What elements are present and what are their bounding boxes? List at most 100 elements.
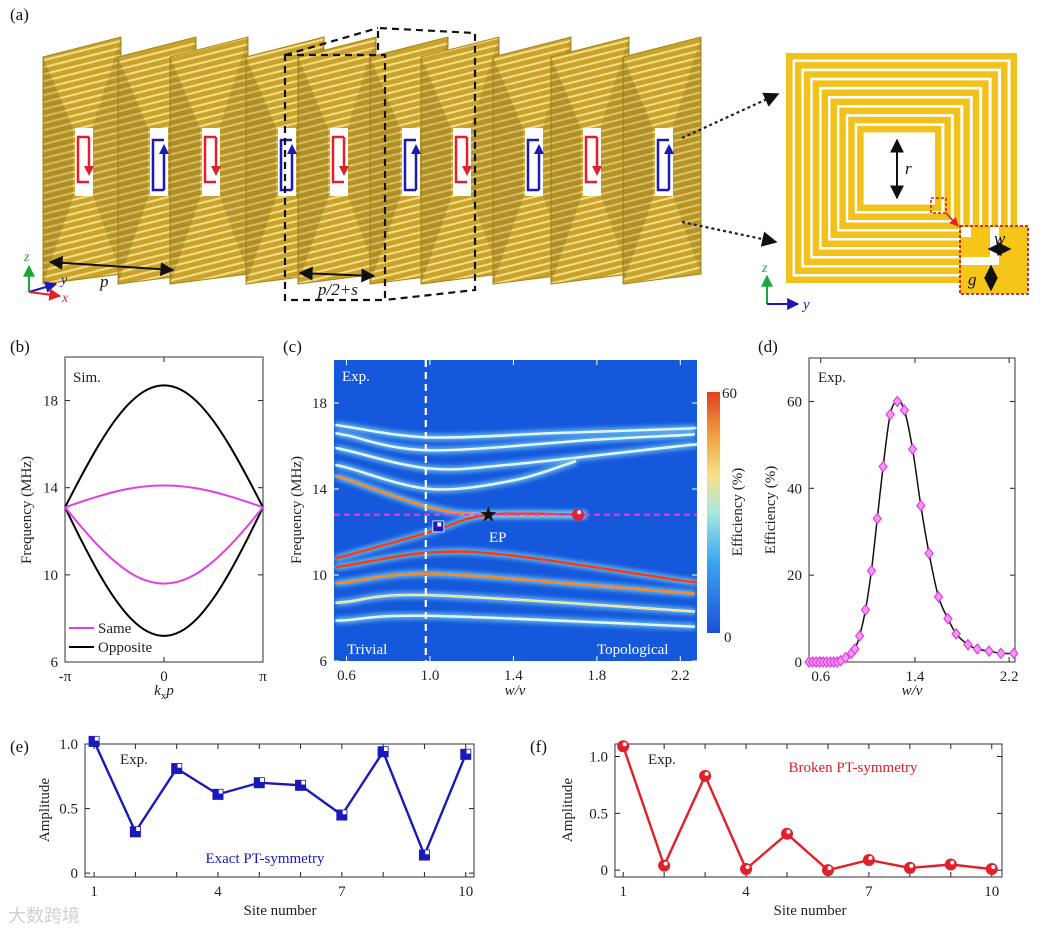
- data-point: [944, 858, 957, 871]
- data-point: [872, 512, 883, 525]
- x-tick-label: 10: [458, 884, 473, 900]
- panel-label-a: (a): [10, 5, 29, 24]
- x-tick-label: 1: [90, 884, 98, 900]
- data-point-highlight: [704, 771, 709, 776]
- y-tick-label: 14: [312, 482, 328, 498]
- x-tick-label: 4: [214, 884, 222, 900]
- data-point-highlight: [342, 809, 348, 815]
- x-tick-label: 7: [338, 884, 346, 900]
- x-axis-label-d: w/v: [902, 683, 923, 699]
- gap-detail-inset: w g: [930, 197, 1029, 295]
- axis-z-label: z: [761, 261, 768, 276]
- y-tick-label: 0: [795, 655, 803, 671]
- panel-e-axes: 1 4 7 10 0 0.5 1.0: [59, 735, 475, 900]
- colorbar-label: Efficiency (%): [730, 468, 746, 556]
- data-point-highlight: [176, 763, 182, 769]
- sim-annotation: Sim.: [73, 370, 101, 386]
- plot-frame: [614, 743, 1003, 878]
- x-tick-label: 1.0: [421, 668, 440, 684]
- x-tick-label: 10: [984, 884, 999, 900]
- plate-shading: [170, 57, 200, 284]
- data-point: [924, 547, 934, 560]
- axis-z-label: z: [23, 250, 30, 265]
- data-point: [943, 612, 953, 625]
- plate-shading: [298, 57, 328, 284]
- plate-shading: [551, 57, 581, 284]
- amplitude-line: [622, 745, 992, 872]
- label-p-half-s: p/2+s: [317, 280, 358, 299]
- data-point: [996, 647, 1006, 660]
- axis-x-label: x: [61, 291, 69, 306]
- ep-star-icon: [480, 506, 497, 522]
- data-point: [907, 443, 918, 456]
- band-curve-same: [64, 484, 264, 509]
- colorbar-min: 0: [724, 630, 732, 646]
- data-point-highlight: [300, 780, 306, 786]
- plate-shading: [493, 57, 523, 284]
- y-tick-label: 0.5: [59, 802, 78, 818]
- x-tick-label: 1: [619, 884, 627, 900]
- coil-plate: [622, 36, 702, 285]
- data-point: [171, 763, 183, 775]
- panel-label-f: (f): [530, 737, 547, 756]
- y-tick-label: 18: [43, 394, 58, 410]
- y-axis-label-e: Amplitude: [37, 778, 53, 843]
- xlabel-k: k: [154, 683, 161, 699]
- data-point-highlight: [786, 829, 791, 834]
- data-point: [617, 740, 630, 753]
- data-point: [862, 853, 875, 866]
- x-tick-label: 0.6: [337, 668, 356, 684]
- circle-marker-highlight: [577, 510, 582, 515]
- data-point: [88, 735, 100, 747]
- y-axis-label-c: Frequency (MHz): [289, 456, 305, 564]
- y-tick-label: 40: [787, 481, 802, 497]
- x-axis-label-b: kxp: [154, 683, 174, 702]
- plate-shading: [246, 57, 276, 284]
- plate-shading: [93, 37, 121, 274]
- coil-plate: [42, 36, 122, 285]
- axis-y-label: y: [801, 297, 810, 313]
- coil-plate: [420, 36, 500, 285]
- legend-opposite: Opposite: [98, 640, 153, 656]
- y-axis-label-b: Frequency (MHz): [19, 456, 35, 564]
- metamaterial-plate-array: [42, 36, 702, 285]
- y-tick-label: 60: [787, 394, 802, 410]
- x-tick-label: 0.6: [811, 669, 830, 685]
- axis-triad-left: z y x: [23, 250, 69, 306]
- data-point-highlight: [259, 777, 265, 783]
- y-tick-label: 6: [51, 655, 59, 671]
- band-core: [334, 550, 697, 584]
- colorbar: [707, 392, 720, 633]
- data-point: [963, 638, 973, 651]
- current-loop: [526, 138, 539, 192]
- plate-shading: [370, 57, 400, 284]
- x-tick-label: 4: [742, 884, 750, 900]
- exp-annotation-e: Exp.: [120, 752, 148, 768]
- coil-plate: [550, 36, 630, 285]
- data-point: [850, 643, 860, 655]
- band-core: [335, 443, 697, 470]
- current-arrow-down-icon: [462, 166, 472, 176]
- data-point: [418, 849, 430, 861]
- current-arrow-down-icon: [211, 166, 221, 176]
- current-arrow-down-icon: [592, 166, 602, 176]
- band-core: [335, 460, 577, 491]
- data-point: [212, 788, 224, 800]
- x-tick-label: 7: [865, 884, 873, 900]
- data-point: [821, 864, 834, 877]
- data-point: [903, 861, 916, 874]
- band-core: [335, 432, 695, 451]
- plate-shading: [43, 57, 73, 284]
- exp-annotation-f: Exp.: [648, 752, 676, 768]
- xlabel-sub: x: [161, 690, 167, 702]
- data-point: [878, 460, 888, 473]
- data-point: [840, 651, 851, 664]
- x-axis-label-e: Site number: [244, 903, 317, 919]
- band-core: [334, 572, 696, 596]
- y-axis-label-f: Amplitude: [560, 778, 576, 843]
- axis-triad-right: z y: [761, 261, 810, 313]
- label-g: g: [968, 270, 977, 289]
- current-arrow-up-icon: [534, 144, 544, 154]
- x-tick-label: 2.2: [671, 668, 690, 684]
